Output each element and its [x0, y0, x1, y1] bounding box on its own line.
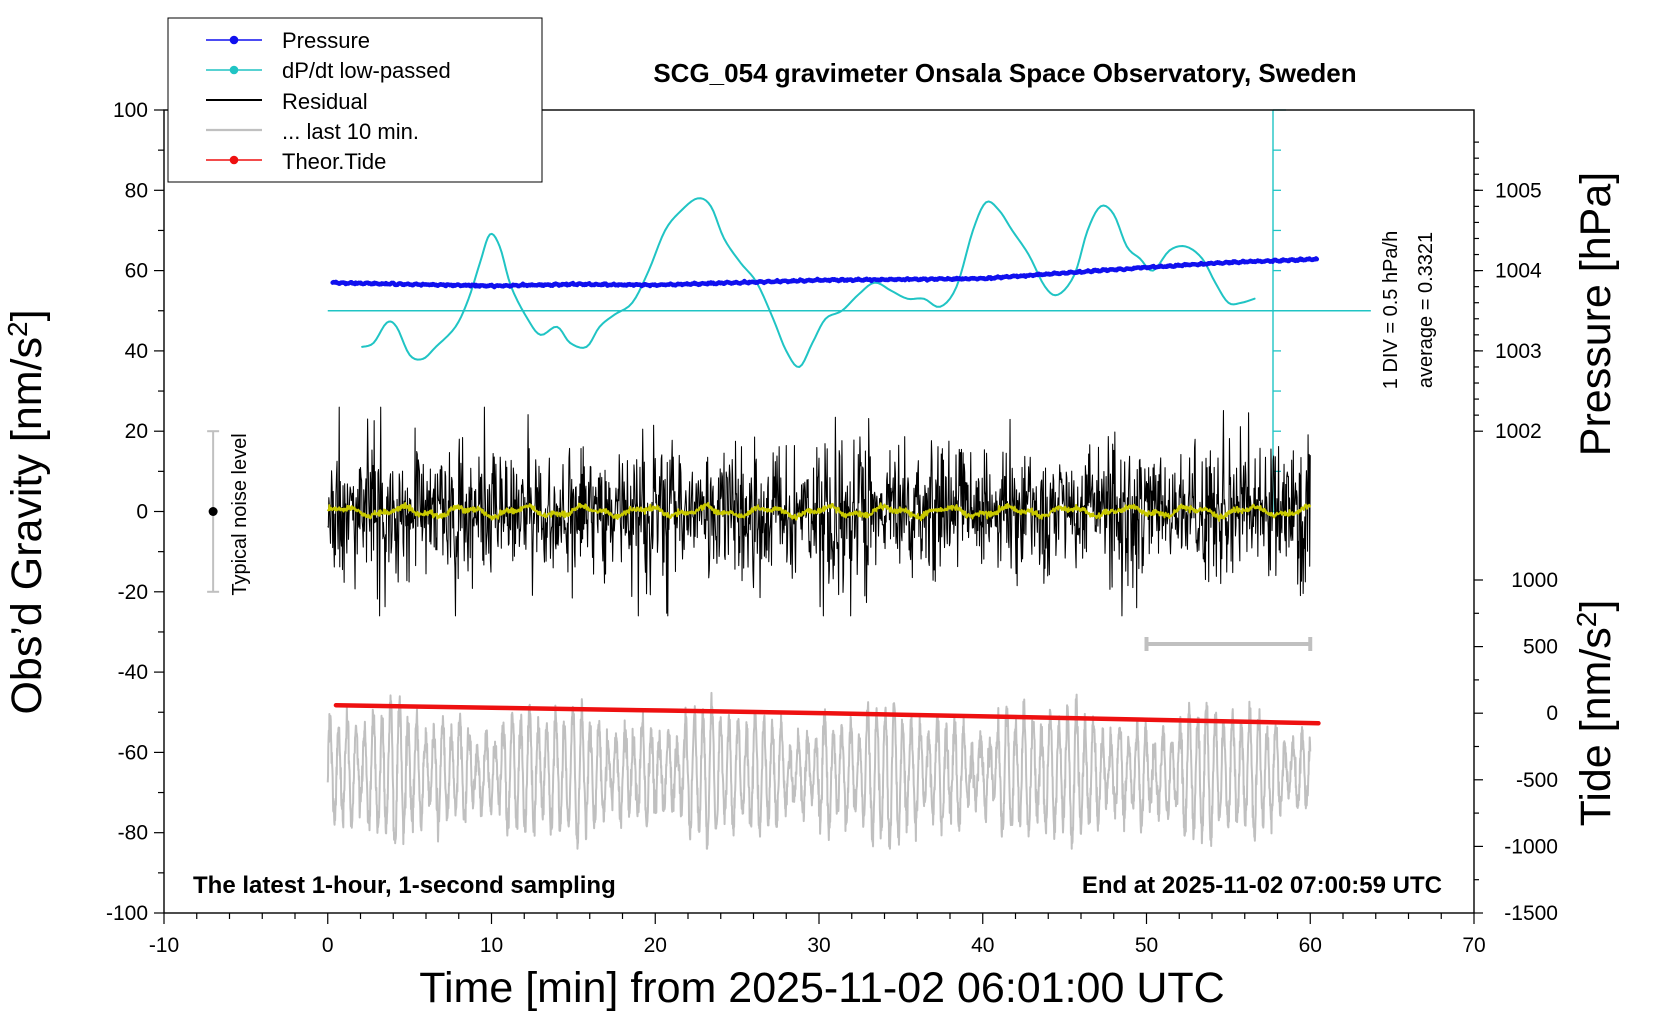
dpdt-division-label: 1 DIV = 0.5 hPa/h [1380, 231, 1402, 389]
y-axis-label-tide: Tide [nm/s2] [1571, 600, 1620, 827]
plot-area-frame [163, 109, 1475, 914]
legend-marker-pressure [229, 35, 239, 45]
y-axis-label-gravity-superscript: 2 [2, 321, 33, 337]
dpdt-low-passed-line [361, 197, 1256, 368]
pressure-tick-label-1003: 1003 [1495, 340, 1542, 363]
y-axis-label-tide-end: ] [1572, 600, 1620, 612]
footer-end-time: End at 2025-11-02 07:00:59 UTC [1082, 872, 1442, 899]
last10-line [326, 691, 1312, 850]
y-axis-label-gravity: Obs’d Gravity [nm/s2] [2, 309, 51, 714]
theoretical-tide-line [333, 702, 1321, 726]
gravity-tick-label--80: -80 [118, 822, 148, 845]
chart-legend: Pressure dP/dt low-passed Residual ... l… [167, 17, 543, 183]
noise-level-label: Typical noise level [229, 433, 251, 595]
x-tick-label-30: 30 [807, 934, 830, 957]
axis-layer: -10 0 10 20 30 40 50 60 70-100-80-60-40-20020406… [106, 99, 1558, 957]
legend-label-last10: ... last 10 min. [282, 119, 419, 144]
y-axis-label-pressure: Pressure [hPa] [1572, 172, 1620, 456]
x-tick-label-20: 20 [644, 934, 667, 957]
residual-line [327, 406, 1311, 617]
x-tick-label-60: 60 [1299, 934, 1322, 957]
data-layer [207, 109, 1371, 850]
legend-item-residual: Residual [206, 89, 368, 114]
gravity-tick-label-100: 100 [113, 99, 148, 122]
gravity-tick-label--40: -40 [118, 661, 148, 684]
legend-item-dpdt: dP/dt low-passed [206, 58, 451, 83]
tide-tick-label-500: 500 [1523, 636, 1558, 659]
x-tick-label-10: 10 [480, 934, 503, 957]
legend-item-pressure: Pressure [206, 28, 370, 53]
y-axis-label-gravity-end: ] [3, 309, 51, 321]
gravity-tick-label-40: 40 [125, 340, 148, 363]
legend-item-last10: ... last 10 min. [206, 119, 419, 144]
legend-label-dpdt: dP/dt low-passed [282, 58, 451, 83]
x-tick-label-50: 50 [1135, 934, 1158, 957]
gravity-tick-label-0: 0 [136, 501, 148, 524]
gravity-tick-label-60: 60 [125, 260, 148, 283]
x-tick-label-40: 40 [971, 934, 994, 957]
pressure-tick-label-1002: 1002 [1495, 420, 1542, 443]
gravity-tick-label--100: -100 [106, 902, 148, 925]
gravity-tick-label-80: 80 [125, 179, 148, 202]
legend-label-residual: Residual [282, 89, 368, 114]
pressure-line [330, 256, 1320, 290]
tide-tick-label--1000: -1000 [1504, 835, 1558, 858]
tide-tick-label--1500: -1500 [1504, 902, 1558, 925]
tide-tick-label--500: -500 [1516, 769, 1558, 792]
gravity-tick-label--20: -20 [118, 581, 148, 604]
legend-marker-tide [229, 155, 239, 165]
legend-marker-dpdt [229, 65, 239, 75]
legend-label-tide: Theor.Tide [282, 149, 386, 174]
x-tick-label-70: 70 [1462, 934, 1485, 957]
tide-tick-label-1000: 1000 [1511, 569, 1558, 592]
x-tick-label-0: 0 [322, 934, 334, 957]
y-axis-label-tide-superscript: 2 [1571, 612, 1602, 628]
tide-tick-label-0: 0 [1546, 702, 1558, 725]
chart-title: SCG_054 gravimeter Onsala Space Observat… [653, 58, 1356, 88]
legend-item-tide: Theor.Tide [206, 149, 386, 174]
gravity-tick-label-20: 20 [125, 420, 148, 443]
y-axis-label-gravity-main: Obs’d Gravity [nm/s [3, 337, 51, 715]
x-tick-label--10: -10 [149, 934, 179, 957]
noise-level-center-dot [208, 507, 218, 516]
gravity-tick-label--60: -60 [118, 741, 148, 764]
residual-smoothed-line [326, 501, 1312, 522]
footer-sampling-note: The latest 1-hour, 1-second sampling [193, 872, 616, 899]
pressure-tick-label-1004: 1004 [1495, 260, 1542, 283]
legend-label-pressure: Pressure [282, 28, 370, 53]
y-axis-label-tide-main: Tide [nm/s [1572, 627, 1620, 826]
x-axis-label: Time [min] from 2025-11-02 06:01:00 UTC [419, 964, 1224, 1012]
pressure-tick-label-1005: 1005 [1495, 179, 1542, 202]
dpdt-average-label: average = 0.3321 [1415, 232, 1437, 388]
